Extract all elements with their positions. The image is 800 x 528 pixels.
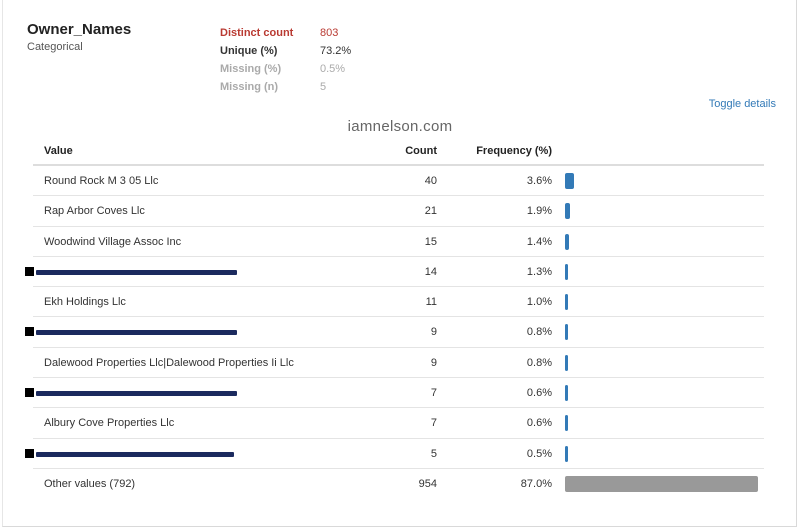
table-row: Round Rock M 3 05 Llc 40 3.6%: [33, 166, 764, 197]
frequency-bar: [565, 173, 574, 189]
cell-value: Rap Arbor Coves Llc: [44, 205, 145, 218]
redaction-square: [25, 266, 34, 276]
stat-value: 5: [320, 81, 327, 93]
table-row: 9 0.8%: [25, 317, 764, 348]
cell-count: 21: [424, 205, 437, 218]
redaction-bar: [36, 451, 234, 457]
stat-label: Distinct count: [220, 27, 294, 39]
cell-frequency: 0.6%: [526, 387, 552, 400]
cell-count: 11: [425, 296, 437, 309]
redaction-bar: [36, 269, 237, 275]
table-row: Dalewood Properties Llc|Dalewood Propert…: [33, 348, 764, 379]
cell-value: Other values (792): [44, 477, 136, 490]
frequency-bar: [565, 203, 570, 220]
other-values-row: Other values (792) 954 87.0%: [33, 469, 764, 499]
stat-label: Unique (%): [220, 45, 278, 57]
redaction-bar: [36, 330, 237, 336]
stat-value: 803: [320, 27, 339, 39]
frequency-bar: [565, 385, 568, 402]
frequency-bar: [565, 445, 568, 462]
cell-count: 15: [424, 235, 437, 248]
table-row: Ekh Holdings Llc 11 1.0%: [33, 287, 764, 318]
cell-value: Round Rock M 3 05 Llc: [44, 175, 159, 187]
cell-count: 9: [430, 326, 437, 339]
stat-value: 0.5%: [320, 63, 346, 75]
cell-count: 7: [430, 417, 437, 430]
cell-value: Dalewood Properties Llc|Dalewood Propert…: [44, 356, 294, 369]
watermark: iamnelson.com: [347, 118, 453, 135]
cell-count: 40: [424, 175, 437, 187]
cell-frequency: 1.9%: [526, 205, 552, 218]
table-row: 14 1.3%: [25, 257, 764, 288]
cell-frequency: 1.0%: [526, 296, 552, 309]
frequency-bar: [565, 324, 568, 341]
table-row: 5 0.5%: [25, 439, 764, 469]
table-body: Round Rock M 3 05 Llc 40 3.6% Rap Arbor Cov…: [25, 166, 764, 499]
toggle-details-link[interactable]: Toggle details: [708, 98, 776, 110]
cell-frequency: 0.8%: [526, 326, 552, 339]
cell-frequency: 3.6%: [526, 175, 552, 187]
stat-label: Missing (n): [220, 81, 279, 93]
variable-name: Owner_Names: [27, 21, 132, 38]
column-header-value: Value: [44, 145, 73, 157]
cell-count: 7: [430, 387, 437, 400]
cell-value: Albury Cove Properties Llc: [44, 417, 175, 430]
other-frequency-bar: [565, 475, 758, 492]
cell-count: 5: [430, 447, 437, 460]
frequency-bar: [565, 354, 568, 371]
variable-type: Categorical: [27, 41, 83, 53]
frequency-bar: [565, 415, 568, 432]
frequency-table: Value Count Frequency (%) Round Rock M 3…: [25, 136, 764, 499]
column-header-frequency: Frequency (%): [476, 145, 552, 157]
cell-frequency: 87.0%: [520, 477, 552, 490]
cell-frequency: 0.6%: [526, 417, 552, 430]
cell-count: 954: [418, 477, 437, 490]
table-row: Rap Arbor Coves Llc 21 1.9%: [33, 196, 764, 227]
cell-count: 9: [430, 356, 437, 369]
cell-count: 14: [424, 265, 437, 278]
cell-frequency: 0.5%: [526, 447, 552, 460]
table-row: 7 0.6%: [25, 378, 764, 409]
cell-frequency: 1.3%: [526, 265, 552, 278]
stat-value: 73.2%: [320, 45, 352, 57]
frequency-bar: [565, 294, 568, 311]
redaction-square: [25, 448, 34, 458]
frequency-bar: [565, 263, 568, 280]
stat-label: Missing (%): [220, 63, 282, 75]
column-header-count: Count: [405, 145, 437, 157]
cell-frequency: 0.8%: [526, 356, 552, 369]
redaction-bar: [36, 391, 237, 397]
table-header: Value Count Frequency (%): [33, 136, 764, 166]
table-row: Woodwind Village Assoc Inc 15 1.4%: [33, 227, 764, 257]
table-row: Albury Cove Properties Llc 7 0.6%: [33, 408, 764, 439]
frequency-bar: [565, 233, 569, 250]
cell-value: Ekh Holdings Llc: [44, 296, 126, 309]
redaction-square: [25, 388, 34, 398]
cell-frequency: 1.4%: [526, 235, 552, 248]
cell-value: Woodwind Village Assoc Inc: [44, 235, 182, 248]
redaction-square: [25, 327, 34, 337]
